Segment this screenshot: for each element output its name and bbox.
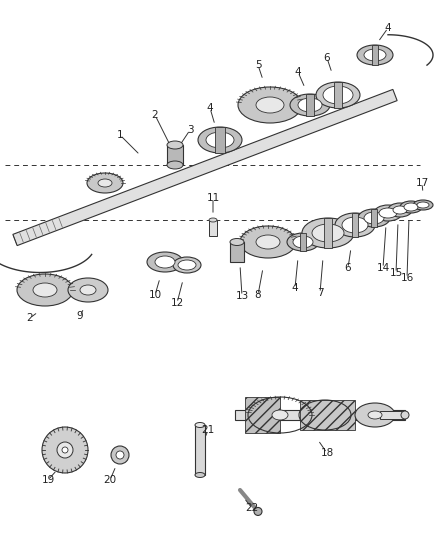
Ellipse shape — [302, 218, 354, 248]
Text: 4: 4 — [207, 103, 213, 113]
Text: 9: 9 — [77, 311, 83, 321]
Ellipse shape — [388, 203, 412, 217]
Ellipse shape — [98, 179, 112, 187]
Bar — [300, 400, 355, 430]
Ellipse shape — [230, 238, 244, 246]
Ellipse shape — [178, 260, 196, 270]
Ellipse shape — [167, 161, 183, 169]
Ellipse shape — [364, 212, 384, 224]
Ellipse shape — [173, 257, 201, 273]
Ellipse shape — [417, 202, 429, 208]
Bar — [306, 94, 314, 116]
Ellipse shape — [393, 206, 407, 214]
Ellipse shape — [256, 97, 284, 113]
Ellipse shape — [413, 200, 433, 210]
Ellipse shape — [254, 507, 262, 515]
Text: 3: 3 — [187, 125, 193, 135]
Ellipse shape — [368, 411, 382, 419]
Text: 5: 5 — [254, 60, 261, 70]
Bar — [334, 82, 342, 108]
Bar — [372, 45, 378, 65]
Bar — [195, 425, 205, 475]
Ellipse shape — [355, 403, 395, 427]
Bar — [352, 213, 358, 237]
Ellipse shape — [147, 252, 183, 272]
Bar — [324, 218, 332, 248]
Text: 10: 10 — [148, 290, 162, 300]
Text: 22: 22 — [245, 503, 258, 513]
Text: 4: 4 — [385, 23, 391, 33]
Text: 13: 13 — [235, 291, 249, 301]
Bar — [230, 242, 244, 262]
Ellipse shape — [238, 87, 302, 123]
Ellipse shape — [316, 82, 360, 108]
Ellipse shape — [364, 49, 386, 61]
Ellipse shape — [116, 451, 124, 459]
Text: 12: 12 — [170, 298, 184, 308]
Ellipse shape — [358, 209, 390, 227]
Text: 21: 21 — [201, 425, 215, 435]
Ellipse shape — [68, 278, 108, 302]
Text: 11: 11 — [206, 193, 219, 203]
Ellipse shape — [342, 217, 368, 233]
Bar — [215, 127, 225, 153]
Ellipse shape — [298, 98, 322, 112]
Ellipse shape — [198, 127, 242, 153]
Text: 18: 18 — [320, 448, 334, 458]
Text: 7: 7 — [317, 288, 323, 298]
Bar — [209, 220, 217, 236]
Text: 4: 4 — [295, 67, 301, 77]
Ellipse shape — [155, 256, 175, 268]
Bar — [380, 411, 405, 419]
Text: 15: 15 — [389, 268, 403, 278]
Text: 1: 1 — [117, 130, 124, 140]
Ellipse shape — [272, 410, 288, 420]
Text: 19: 19 — [41, 475, 55, 485]
Ellipse shape — [256, 235, 280, 249]
Ellipse shape — [195, 472, 205, 478]
Text: 6: 6 — [345, 263, 351, 273]
Ellipse shape — [357, 45, 393, 65]
Text: 2: 2 — [27, 313, 33, 323]
Ellipse shape — [400, 201, 422, 213]
Ellipse shape — [209, 218, 217, 222]
Ellipse shape — [404, 203, 418, 211]
Ellipse shape — [401, 411, 409, 419]
Ellipse shape — [374, 205, 402, 221]
Ellipse shape — [312, 224, 344, 242]
Ellipse shape — [42, 427, 88, 473]
Text: 14: 14 — [376, 263, 390, 273]
Bar — [300, 233, 306, 251]
Ellipse shape — [62, 447, 68, 453]
Bar — [235, 410, 405, 420]
Ellipse shape — [195, 423, 205, 427]
Bar — [245, 397, 280, 433]
Ellipse shape — [111, 446, 129, 464]
Ellipse shape — [87, 173, 123, 193]
Ellipse shape — [293, 236, 313, 248]
Bar — [371, 209, 377, 227]
Polygon shape — [13, 90, 397, 246]
Ellipse shape — [80, 285, 96, 295]
Ellipse shape — [33, 283, 57, 297]
Text: 16: 16 — [400, 273, 413, 283]
Ellipse shape — [17, 274, 73, 306]
Text: 6: 6 — [324, 53, 330, 63]
Ellipse shape — [290, 94, 330, 116]
Ellipse shape — [323, 86, 353, 104]
Text: 8: 8 — [254, 290, 261, 300]
Bar — [167, 145, 183, 165]
Ellipse shape — [335, 213, 375, 237]
Ellipse shape — [206, 132, 234, 148]
Text: 4: 4 — [292, 283, 298, 293]
Text: 2: 2 — [152, 110, 158, 120]
Ellipse shape — [57, 442, 73, 458]
Ellipse shape — [167, 141, 183, 149]
Ellipse shape — [287, 233, 319, 251]
Ellipse shape — [379, 208, 397, 218]
Text: 20: 20 — [103, 475, 117, 485]
Ellipse shape — [240, 226, 296, 258]
Text: 17: 17 — [415, 178, 429, 188]
